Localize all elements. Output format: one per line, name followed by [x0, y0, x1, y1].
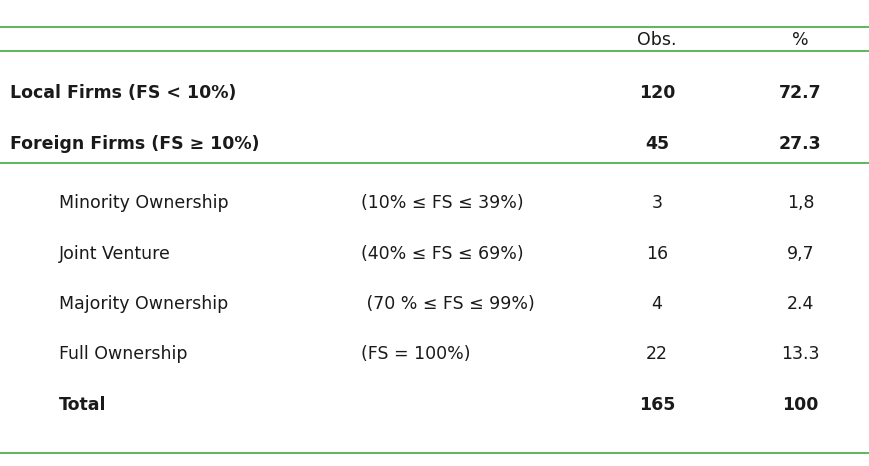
Text: 1,8: 1,8	[786, 194, 813, 212]
Text: Local Firms (FS < 10%): Local Firms (FS < 10%)	[10, 84, 236, 102]
Text: 165: 165	[638, 397, 674, 414]
Text: Joint Venture: Joint Venture	[59, 245, 171, 263]
Text: 13.3: 13.3	[780, 345, 819, 363]
Text: 4: 4	[651, 295, 661, 313]
Text: 22: 22	[645, 345, 667, 363]
Text: %: %	[791, 31, 808, 48]
Text: Total: Total	[59, 397, 107, 414]
Text: 27.3: 27.3	[779, 136, 820, 153]
Text: 2.4: 2.4	[786, 295, 813, 313]
Text: 120: 120	[638, 84, 674, 102]
Text: 100: 100	[781, 397, 818, 414]
Text: 9,7: 9,7	[786, 245, 813, 263]
Text: 3: 3	[651, 194, 661, 212]
Text: 72.7: 72.7	[779, 84, 820, 102]
Text: Minority Ownership: Minority Ownership	[59, 194, 229, 212]
Text: (40% ≤ FS ≤ 69%): (40% ≤ FS ≤ 69%)	[361, 245, 523, 263]
Text: Foreign Firms (FS ≥ 10%): Foreign Firms (FS ≥ 10%)	[10, 136, 260, 153]
Text: Full Ownership: Full Ownership	[59, 345, 188, 363]
Text: Obs.: Obs.	[636, 31, 676, 48]
Text: 16: 16	[645, 245, 667, 263]
Text: (FS = 100%): (FS = 100%)	[361, 345, 470, 363]
Text: (10% ≤ FS ≤ 39%): (10% ≤ FS ≤ 39%)	[361, 194, 523, 212]
Text: (70 % ≤ FS ≤ 99%): (70 % ≤ FS ≤ 99%)	[361, 295, 534, 313]
Text: Majority Ownership: Majority Ownership	[59, 295, 229, 313]
Text: 45: 45	[644, 136, 668, 153]
